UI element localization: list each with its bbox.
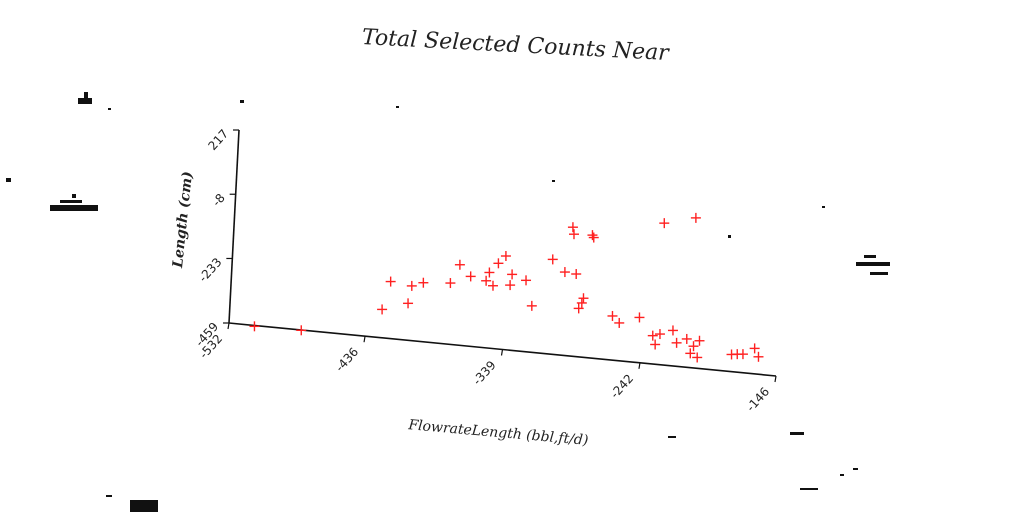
data-point [493, 258, 504, 269]
x-tick-label: -242 [608, 371, 637, 401]
data-point [505, 280, 516, 291]
y-axis-line [228, 129, 240, 324]
data-point [454, 259, 465, 270]
x-tick-label: -436 [333, 345, 362, 375]
data-point [377, 304, 388, 315]
y-tick-label: -233 [196, 255, 225, 285]
data-point [418, 277, 429, 288]
x-axis-label: FlowrateLength (bbl,ft/d) [407, 417, 589, 449]
data-point [753, 351, 764, 362]
data-point [634, 312, 645, 323]
data-point [694, 335, 705, 346]
data-point [587, 230, 598, 241]
data-point [659, 218, 670, 229]
data-point [526, 300, 537, 311]
y-tick-label: 217 [205, 127, 231, 153]
data-point [481, 275, 492, 286]
y-axis-label: Length (cm) [170, 171, 196, 270]
data-point [507, 269, 518, 280]
x-axis-ticks: -532 -436 -339 -242 -146 [197, 322, 777, 415]
data-point [737, 349, 748, 360]
data-point [500, 251, 511, 262]
data-point [547, 254, 558, 265]
data-points [249, 212, 764, 363]
y-tick-label: -8 [209, 191, 227, 209]
data-point [249, 321, 260, 332]
data-point [671, 337, 682, 348]
chart-title: Total Selected Counts Near [361, 25, 670, 66]
data-point [607, 310, 618, 321]
data-point [654, 329, 665, 340]
data-point [521, 275, 532, 286]
scan-noise [6, 92, 890, 512]
data-point [445, 278, 456, 289]
data-point [688, 341, 699, 352]
data-point [567, 222, 578, 233]
data-point [568, 229, 579, 240]
data-point [578, 293, 589, 304]
data-point [667, 325, 678, 336]
x-tick-mark [774, 375, 777, 383]
data-point [487, 280, 498, 291]
data-point [692, 352, 703, 363]
x-tick-label: -339 [470, 358, 499, 388]
data-point [681, 333, 692, 344]
data-point [559, 267, 570, 278]
x-tick-mark [638, 362, 641, 369]
data-point [573, 303, 584, 314]
data-point [749, 343, 760, 354]
x-tick-mark [227, 322, 230, 330]
x-tick-mark [363, 336, 366, 343]
data-point [385, 276, 396, 287]
data-point [576, 297, 587, 308]
data-point [571, 269, 582, 280]
data-point [650, 339, 661, 350]
data-point [588, 232, 599, 243]
data-point [403, 298, 414, 309]
data-point [614, 317, 625, 328]
data-point [465, 271, 476, 282]
data-point [296, 325, 307, 336]
data-point [406, 280, 417, 291]
data-point [484, 267, 495, 278]
x-tick-mark [500, 349, 504, 356]
data-point [685, 348, 696, 359]
data-point [690, 212, 701, 223]
data-point [647, 330, 658, 341]
x-tick-label: -146 [744, 385, 773, 415]
